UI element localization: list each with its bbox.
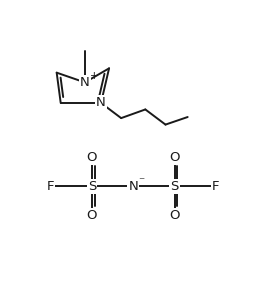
Text: F: F bbox=[212, 180, 220, 193]
Text: S: S bbox=[88, 180, 96, 193]
Text: O: O bbox=[169, 151, 180, 164]
Text: N: N bbox=[96, 96, 106, 110]
Text: O: O bbox=[87, 209, 97, 222]
Text: ⁻: ⁻ bbox=[138, 175, 144, 189]
Text: S: S bbox=[170, 180, 179, 193]
Text: O: O bbox=[87, 151, 97, 164]
Text: O: O bbox=[169, 209, 180, 222]
Text: N: N bbox=[80, 76, 90, 89]
Text: N: N bbox=[128, 180, 138, 193]
Text: F: F bbox=[47, 180, 54, 193]
Text: +: + bbox=[90, 71, 99, 81]
